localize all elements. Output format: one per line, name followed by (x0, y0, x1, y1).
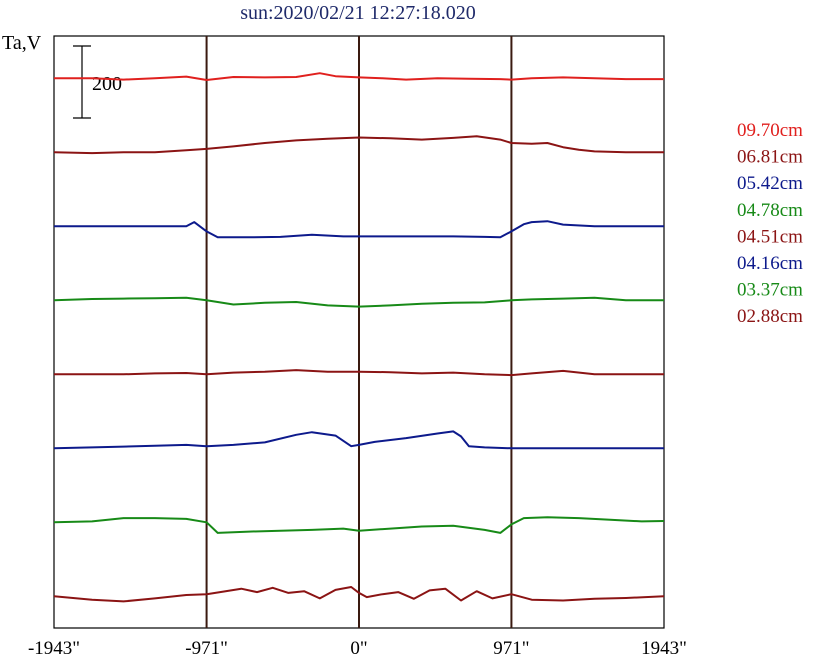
legend: 09.70cm 06.81cm 05.42cm 04.78cm 04.51cm 04.16… (737, 120, 803, 327)
legend-entry: 06.81cm (737, 147, 803, 168)
legend-entry: 05.42cm (737, 173, 803, 194)
legend-entry: 04.78cm (737, 200, 803, 221)
series-line-04.16cm (53, 430, 664, 450)
series-line-04.51cm (54, 369, 664, 377)
x-tick-label: 1943" (641, 638, 687, 659)
legend-entry: 03.37cm (737, 280, 803, 301)
chart-title: sun:2020/02/21 12:27:18.020 (240, 2, 476, 24)
x-tick-label: 971" (493, 638, 529, 659)
series-line-05.42cm (54, 220, 664, 239)
legend-entry: 02.88cm (737, 306, 803, 327)
legend-entry: 09.70cm (737, 120, 803, 141)
series-line-02.88cm (53, 586, 665, 603)
series-line-04.78cm (53, 296, 664, 308)
scale-bar-label: 200 (92, 73, 122, 95)
series-line-03.37cm (53, 516, 665, 534)
y-axis-label: Ta,V (2, 32, 42, 54)
x-tick-label: -1943" (28, 638, 80, 659)
x-tick-label: 0" (350, 638, 367, 659)
vertical-markers (205, 36, 513, 628)
x-tick-labels: -1943" -971" 0" 971" 1943" (28, 638, 687, 659)
series-line-09.70cm (54, 72, 664, 81)
series-group (53, 72, 665, 603)
scale-bar (73, 45, 91, 119)
legend-entry: 04.51cm (737, 226, 803, 247)
x-tick-label: -971" (185, 638, 228, 659)
series-line-06.81cm (53, 135, 664, 155)
legend-entry: 04.16cm (737, 253, 803, 274)
